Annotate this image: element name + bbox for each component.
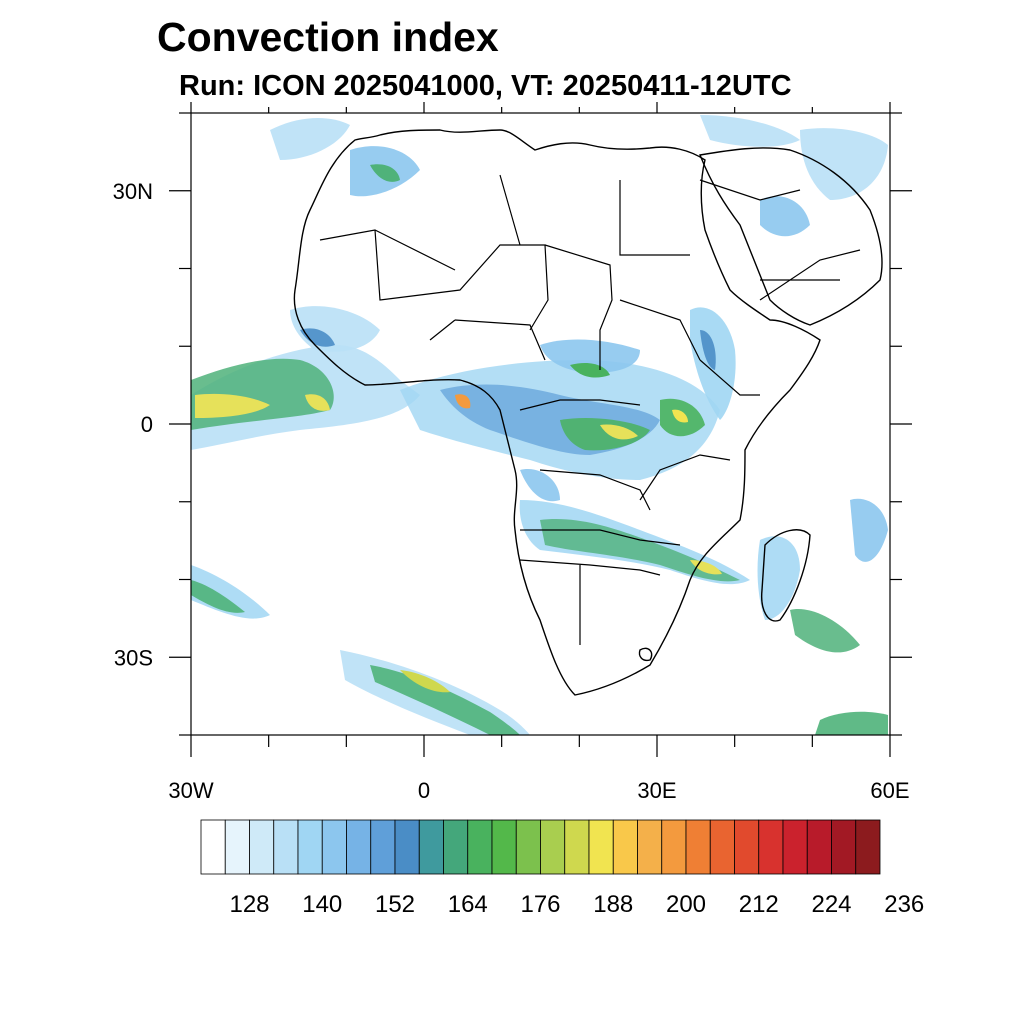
colorbar-swatch	[734, 819, 760, 875]
colorbar-swatch	[637, 819, 663, 875]
colorbar-label: 236	[884, 891, 924, 918]
colorbar-swatch	[612, 819, 638, 875]
colorbar-swatch	[321, 819, 347, 875]
colorbar-swatch	[685, 819, 711, 875]
colorbar-swatch	[831, 819, 857, 875]
colorbar-swatch	[661, 819, 687, 875]
colorbar-swatch	[855, 819, 881, 875]
colorbar-label: 164	[448, 891, 488, 918]
colorbar-swatch	[540, 819, 566, 875]
axis-ticks: 30W 0 30E 60E 30N 0 30S	[113, 102, 912, 803]
colorbar-swatch	[370, 819, 396, 875]
x-tick-label: 60E	[870, 778, 909, 803]
colorbar-label: 224	[811, 891, 851, 918]
run-subtitle: Run: ICON 2025041000, VT: 20250411-12UTC	[179, 70, 792, 102]
x-tick-label: 30W	[168, 778, 213, 803]
y-tick-label: 30N	[113, 179, 153, 204]
colorbar: 128 140 152 164 176 188 200 212 224 236	[200, 819, 924, 918]
colorbar-swatch	[564, 819, 590, 875]
colorbar-label: 140	[302, 891, 342, 918]
convection-field	[191, 115, 888, 735]
map-title: Convection index	[157, 14, 499, 60]
y-tick-label: 0	[141, 412, 153, 437]
colorbar-swatch	[588, 819, 614, 875]
colorbar-swatch	[200, 819, 226, 875]
colorbar-swatch	[418, 819, 444, 875]
colorbar-swatch	[297, 819, 323, 875]
country-borders	[319, 174, 861, 645]
y-tick-label: 30S	[114, 645, 153, 670]
colorbar-swatch	[249, 819, 275, 875]
colorbar-label: 212	[739, 891, 779, 918]
colorbar-label: 152	[375, 891, 415, 918]
colorbar-swatch	[273, 819, 299, 875]
colorbar-swatch	[806, 819, 832, 875]
coastlines	[293, 129, 883, 696]
colorbar-swatch	[491, 819, 517, 875]
colorbar-label: 200	[666, 891, 706, 918]
colorbar-label: 128	[229, 891, 269, 918]
x-tick-label: 30E	[637, 778, 676, 803]
colorbar-swatch	[709, 819, 735, 875]
colorbar-label: 176	[520, 891, 560, 918]
colorbar-swatch	[443, 819, 469, 875]
x-tick-label: 0	[418, 778, 430, 803]
colorbar-swatch	[394, 819, 420, 875]
colorbar-swatch	[346, 819, 372, 875]
colorbar-swatch	[515, 819, 541, 875]
colorbar-swatch	[782, 819, 808, 875]
colorbar-swatch	[467, 819, 493, 875]
colorbar-swatch	[758, 819, 784, 875]
colorbar-label: 188	[593, 891, 633, 918]
colorbar-swatch	[224, 819, 250, 875]
